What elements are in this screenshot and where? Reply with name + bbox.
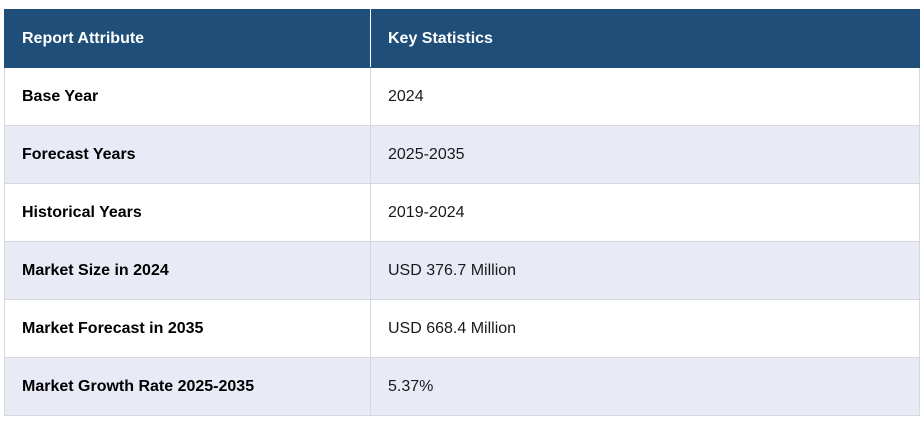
table-row: Historical Years 2019-2024: [4, 183, 920, 242]
header-key-statistics: Key Statistics: [370, 9, 920, 68]
row-attribute: Market Forecast in 2035: [4, 299, 371, 358]
row-value: 2025-2035: [370, 125, 920, 184]
row-value: USD 668.4 Million: [370, 299, 920, 358]
report-attributes-table: Report Attribute Key Statistics Base Yea…: [4, 9, 920, 416]
table-row: Market Size in 2024 USD 376.7 Million: [4, 241, 920, 300]
row-attribute: Market Size in 2024: [4, 241, 371, 300]
row-attribute: Base Year: [4, 67, 371, 126]
table-header-row: Report Attribute Key Statistics: [4, 9, 920, 68]
header-report-attribute: Report Attribute: [4, 9, 371, 68]
report-table-container: Report Attribute Key Statistics Base Yea…: [4, 9, 920, 416]
row-value: 2019-2024: [370, 183, 920, 242]
row-attribute: Forecast Years: [4, 125, 371, 184]
row-attribute: Historical Years: [4, 183, 371, 242]
table-row: Base Year 2024: [4, 67, 920, 126]
row-value: 2024: [370, 67, 920, 126]
table-row: Market Growth Rate 2025-2035 5.37%: [4, 357, 920, 416]
row-attribute: Market Growth Rate 2025-2035: [4, 357, 371, 416]
table-row: Market Forecast in 2035 USD 668.4 Millio…: [4, 299, 920, 358]
row-value: USD 376.7 Million: [370, 241, 920, 300]
row-value: 5.37%: [370, 357, 920, 416]
table-row: Forecast Years 2025-2035: [4, 125, 920, 184]
